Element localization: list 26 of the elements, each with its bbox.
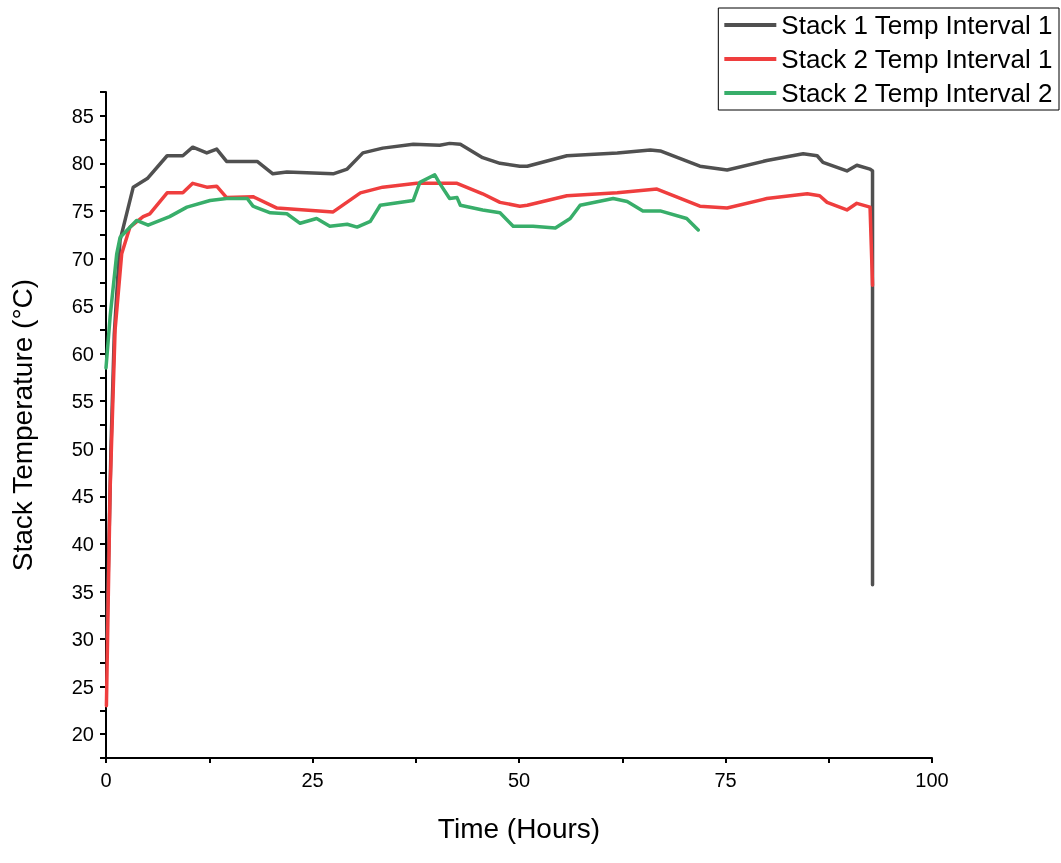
x-tick-label: 0 — [100, 769, 112, 791]
y-tick-label: 60 — [71, 342, 94, 365]
line-series — [104, 181, 875, 708]
y-tick-label: 30 — [71, 628, 94, 651]
y-tick-label: 55 — [71, 390, 94, 413]
legend-label: Stack 2 Temp Interval 1 — [781, 44, 1053, 74]
y-tick-label: 85 — [71, 104, 94, 127]
y-tick-label: 75 — [71, 199, 94, 222]
legend-label: Stack 2 Temp Interval 2 — [781, 78, 1053, 108]
x-tick-label: 50 — [507, 769, 531, 791]
y-tick-label: 65 — [71, 295, 94, 318]
y-tick-label: 35 — [71, 580, 94, 603]
y-tick-label: 50 — [71, 437, 94, 460]
y-axis-title: Stack Temperature (°C) — [6, 278, 38, 572]
y-tick-label: 20 — [71, 723, 94, 746]
x-axis-title: Time (Hours) — [437, 812, 601, 844]
y-tick-label: 70 — [71, 247, 94, 270]
y-tick-label: 40 — [71, 532, 94, 555]
x-tick-label: 100 — [915, 769, 949, 791]
y-tick-label: 25 — [71, 675, 94, 698]
y-tick-label: 80 — [71, 152, 94, 175]
y-tick-label: 45 — [71, 485, 94, 508]
legend-label: Stack 1 Temp Interval 1 — [781, 10, 1053, 40]
x-tick-label: 75 — [714, 769, 737, 791]
x-tick-label: 25 — [301, 769, 324, 791]
line-series — [104, 173, 700, 370]
